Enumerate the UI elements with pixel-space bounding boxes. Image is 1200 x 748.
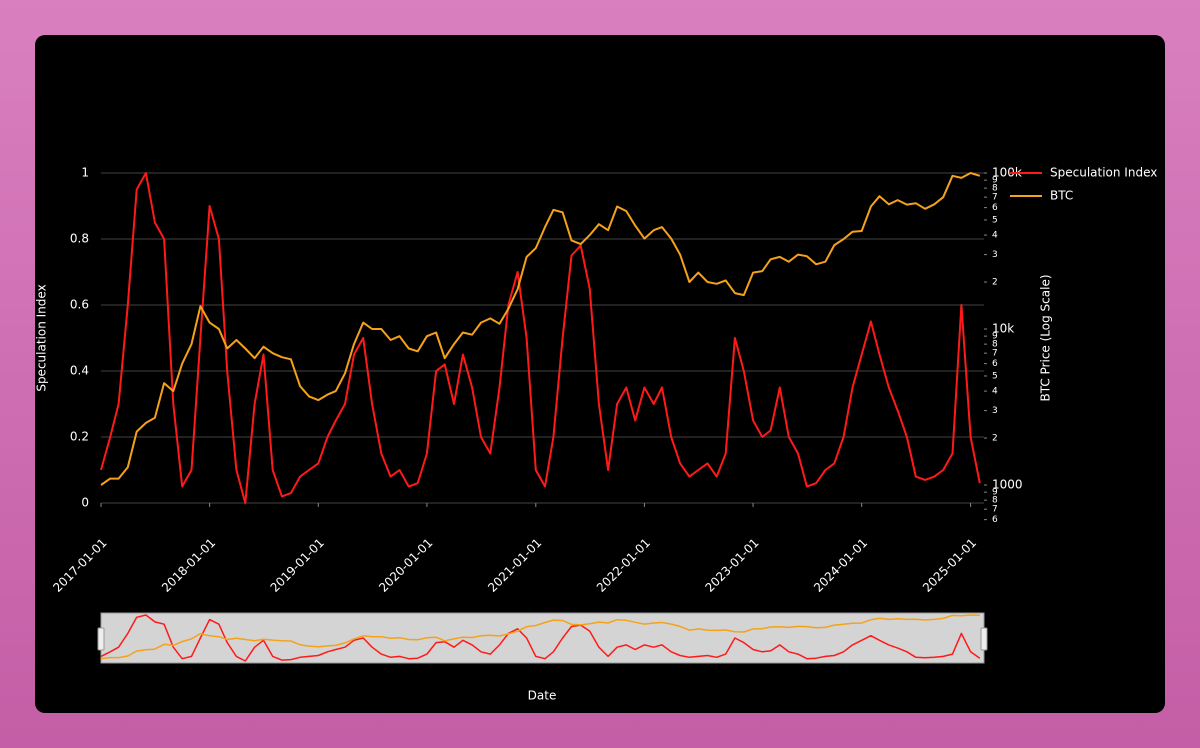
range-slider-handle	[97, 627, 105, 651]
x-tick-label: 2020-01-01	[376, 536, 435, 595]
y2-tick-label: 2	[992, 278, 998, 288]
range-slider-handle	[980, 627, 988, 651]
y2-tick-label: 5	[992, 215, 998, 225]
y2-tick-label: 7	[992, 349, 998, 359]
y-tick-label: 0.4	[70, 364, 89, 378]
y-tick-label: 0.8	[70, 232, 89, 246]
chart-card	[35, 35, 1165, 713]
x-tick-label: 2022-01-01	[594, 536, 653, 595]
y2-axis-title: BTC Price (Log Scale)	[1039, 274, 1053, 401]
x-tick-label: 2025-01-01	[920, 536, 979, 595]
y2-tick-label: 100k	[992, 166, 1022, 180]
legend-label: Speculation Index	[1050, 166, 1157, 180]
y2-tick-label: 9	[992, 488, 998, 498]
y2-tick-label: 7	[992, 505, 998, 515]
legend-label: BTC	[1050, 189, 1073, 203]
x-tick-label: 2017-01-01	[50, 536, 109, 595]
y2-tick-label: 6	[992, 515, 998, 525]
y2-tick-label: 10k	[992, 322, 1014, 336]
y2-tick-label: 7	[992, 193, 998, 203]
y2-tick-label: 4	[992, 387, 998, 397]
x-axis-title: Date	[528, 689, 557, 703]
x-tick-label: 2019-01-01	[268, 536, 327, 595]
x-tick-label: 2021-01-01	[485, 536, 544, 595]
x-tick-label: 2023-01-01	[702, 536, 761, 595]
y2-tick-label: 1000	[992, 478, 1023, 492]
y-tick-label: 0.2	[70, 430, 89, 444]
y2-tick-label: 8	[992, 340, 998, 350]
y2-tick-label: 5	[992, 371, 998, 381]
y2-tick-label: 9	[992, 332, 998, 342]
y2-tick-label: 3	[992, 406, 998, 416]
range-slider-line	[100, 614, 981, 662]
y2-tick-label: 9	[992, 176, 998, 186]
line-series	[100, 172, 981, 486]
y2-tick-label: 2	[992, 434, 998, 444]
line-series	[100, 172, 981, 504]
range-slider-line	[100, 614, 980, 660]
x-tick-label: 2018-01-01	[159, 536, 218, 595]
y-tick-label: 0	[81, 496, 89, 510]
y2-tick-label: 8	[992, 496, 998, 506]
y2-tick-label: 8	[992, 184, 998, 194]
y2-tick-label: 4	[992, 231, 998, 241]
y-tick-label: 1	[81, 166, 89, 180]
y2-tick-label: 3	[992, 250, 998, 260]
y-tick-label: 0.6	[70, 298, 89, 312]
x-tick-label: 2024-01-01	[811, 536, 870, 595]
y2-tick-label: 6	[992, 359, 998, 369]
y-axis-title: Speculation Index	[35, 284, 49, 391]
y2-tick-label: 6	[992, 203, 998, 213]
